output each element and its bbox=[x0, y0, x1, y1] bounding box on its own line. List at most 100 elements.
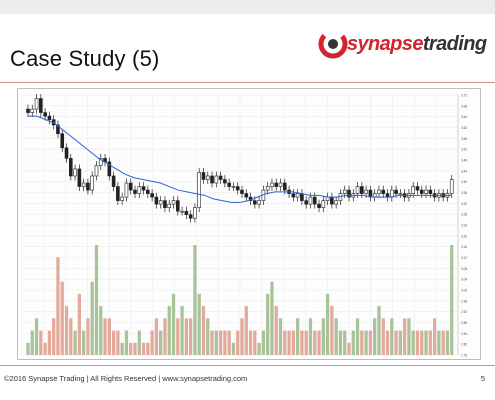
volume-bar bbox=[206, 318, 210, 355]
price-tick-label: 3.16 bbox=[461, 245, 467, 249]
volume-bar bbox=[129, 342, 133, 355]
candle-body bbox=[330, 196, 334, 205]
price-tick-label: 3.56 bbox=[461, 137, 467, 141]
volume-bar bbox=[308, 318, 313, 355]
logo-prefix: synapse bbox=[347, 33, 423, 55]
candle-body bbox=[428, 189, 433, 194]
candle-body bbox=[81, 182, 86, 187]
volume-bar bbox=[257, 342, 261, 355]
candle-body bbox=[347, 189, 351, 198]
candle-body bbox=[154, 196, 159, 205]
candle-body bbox=[205, 175, 210, 180]
logo-wordmark: synapsetrading bbox=[347, 33, 487, 56]
volume-bar bbox=[201, 306, 206, 355]
price-tick-label: 3.36 bbox=[461, 191, 467, 195]
candle-body bbox=[163, 200, 167, 208]
candle-body bbox=[69, 158, 73, 177]
volume-bar bbox=[73, 330, 77, 355]
candle-body bbox=[30, 108, 35, 113]
candle-body bbox=[26, 108, 30, 113]
candle-body bbox=[449, 179, 454, 194]
candle-body bbox=[180, 210, 184, 213]
volume-bar bbox=[403, 318, 407, 355]
volume-bar bbox=[411, 330, 415, 355]
volume-bar bbox=[99, 306, 103, 355]
candle-body bbox=[184, 210, 189, 216]
logo-swirl-icon bbox=[318, 29, 348, 59]
volume-bar bbox=[330, 306, 334, 355]
volume-bar bbox=[86, 318, 90, 355]
price-tick-label: 3.32 bbox=[461, 202, 467, 206]
candle-body bbox=[223, 179, 227, 184]
title-rule bbox=[0, 82, 495, 83]
volume-bar bbox=[223, 330, 227, 355]
candle-body bbox=[98, 158, 103, 166]
candle-body bbox=[304, 200, 308, 205]
volume-bar bbox=[313, 330, 317, 355]
volume-bar bbox=[218, 330, 223, 355]
volume-bar bbox=[283, 330, 287, 355]
volume-bar bbox=[347, 342, 351, 355]
volume-bar bbox=[321, 318, 325, 355]
volume-bar bbox=[266, 293, 270, 355]
candle-body bbox=[124, 182, 129, 198]
candle-body bbox=[167, 203, 172, 208]
candle-body bbox=[355, 186, 360, 194]
price-tick-label: 3.24 bbox=[461, 224, 467, 228]
volume-bar bbox=[244, 306, 248, 355]
volume-bar bbox=[227, 330, 231, 355]
volume-bar bbox=[398, 330, 402, 355]
candle-body bbox=[415, 186, 420, 191]
volume-bar bbox=[154, 318, 159, 355]
moving-average-line bbox=[28, 115, 452, 203]
candle-body bbox=[419, 189, 424, 194]
candle-body bbox=[270, 182, 274, 187]
candle-body bbox=[128, 182, 133, 191]
volume-bar bbox=[120, 342, 124, 355]
candle-body bbox=[43, 112, 47, 117]
candle-body bbox=[381, 189, 386, 194]
volume-bar bbox=[394, 330, 398, 355]
candle-body bbox=[227, 182, 231, 187]
price-tick-label: 2.76 bbox=[461, 354, 467, 358]
candle-body bbox=[394, 189, 398, 194]
slide-top-band bbox=[0, 0, 495, 14]
volume-bar bbox=[300, 330, 304, 355]
logo-suffix: trading bbox=[422, 33, 487, 55]
footer-copyright: ©2016 Synapse Trading | All Rights Reser… bbox=[4, 374, 248, 383]
price-tick-label: 2.92 bbox=[461, 310, 467, 314]
candle-body bbox=[150, 193, 154, 198]
price-tick-label: 3.44 bbox=[461, 169, 467, 173]
price-tick-label: 3.48 bbox=[461, 159, 467, 163]
price-tick-label: 3.52 bbox=[461, 148, 467, 152]
volume-bar bbox=[184, 318, 188, 355]
volume-bar bbox=[424, 330, 428, 355]
volume-bar bbox=[377, 306, 381, 355]
volume-bar bbox=[296, 318, 300, 355]
candle-body bbox=[188, 214, 193, 219]
footer-rule bbox=[0, 365, 495, 366]
volume-bar bbox=[428, 330, 432, 355]
volume-bar bbox=[210, 330, 214, 355]
candle-body bbox=[176, 200, 180, 212]
candle-body bbox=[137, 186, 142, 194]
volume-bar bbox=[159, 330, 163, 355]
candle-body bbox=[295, 193, 300, 198]
slide-title: Case Study (5) bbox=[10, 46, 160, 71]
volume-bar bbox=[163, 318, 167, 355]
price-tick-label: 3.00 bbox=[461, 289, 467, 293]
volume-bar bbox=[445, 330, 450, 355]
candle-body bbox=[411, 186, 415, 194]
candle-body bbox=[372, 193, 377, 198]
candle-body bbox=[274, 182, 279, 187]
candle-body bbox=[56, 124, 60, 135]
volume-bar bbox=[240, 318, 244, 355]
price-tick-label: 3.20 bbox=[461, 234, 467, 238]
volume-bar bbox=[146, 342, 150, 355]
volume-bar bbox=[261, 330, 266, 355]
volume-bar bbox=[90, 281, 94, 355]
volume-bar bbox=[381, 318, 385, 355]
candle-body bbox=[120, 196, 124, 201]
price-tick-label: 2.84 bbox=[461, 332, 467, 336]
volume-bar bbox=[60, 281, 64, 355]
